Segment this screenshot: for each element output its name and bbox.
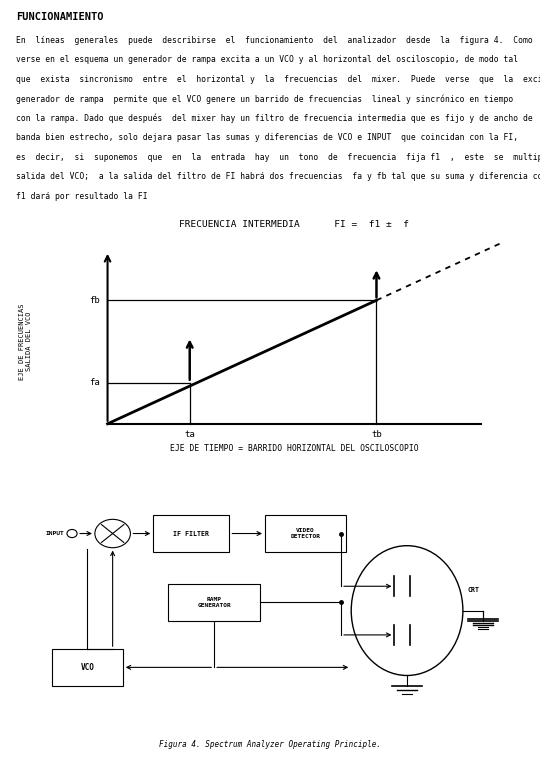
Bar <box>168 584 260 621</box>
Bar <box>153 516 230 551</box>
Bar <box>265 516 346 551</box>
Text: fa: fa <box>89 378 100 387</box>
Text: En  líneas  generales  puede  describirse  el  funcionamiento  del  analizador  : En líneas generales puede describirse el… <box>16 36 540 44</box>
Text: EJE DE FRECUENCIAS
SALIDA DEL VCO: EJE DE FRECUENCIAS SALIDA DEL VCO <box>19 303 32 380</box>
Circle shape <box>95 519 131 548</box>
Text: EJE DE TIEMPO = BARRIDO HORIZONTAL DEL OSCILOSCOPIO: EJE DE TIEMPO = BARRIDO HORIZONTAL DEL O… <box>170 444 418 452</box>
Text: CRT: CRT <box>468 587 480 594</box>
Text: IF FILTER: IF FILTER <box>173 530 210 537</box>
Text: tb: tb <box>371 431 382 439</box>
Bar <box>52 649 123 686</box>
Text: que  exista  sincronismo  entre  el  horizontal y  la  frecuencias  del  mixer. : que exista sincronismo entre el horizont… <box>16 75 540 84</box>
Text: f1 dará por resultado la FI: f1 dará por resultado la FI <box>16 192 148 200</box>
Text: salida del VCO;  a la salida del filtro de FI habrá dos frecuencias  fa y fb tal: salida del VCO; a la salida del filtro d… <box>16 172 540 181</box>
Text: verse en el esquema un generador de rampa excita a un VCO y al horizontal del os: verse en el esquema un generador de ramp… <box>16 55 518 64</box>
Ellipse shape <box>351 546 463 675</box>
Text: FUNCIONAMIENTO: FUNCIONAMIENTO <box>16 12 104 22</box>
Text: generador de rampa  permite que el VCO genere un barrido de frecuencias  lineal : generador de rampa permite que el VCO ge… <box>16 94 514 104</box>
Text: ta: ta <box>184 431 195 439</box>
Text: FRECUENCIA INTERMEDIA      FI =  f1 ±  f: FRECUENCIA INTERMEDIA FI = f1 ± f <box>179 221 409 229</box>
Text: VCO: VCO <box>80 663 94 672</box>
Text: con la rampa. Dado que después  del mixer hay un filtro de frecuencia intermedia: con la rampa. Dado que después del mixer… <box>16 114 533 123</box>
Text: banda bien estrecho, solo dejara pasar las sumas y diferencias de VCO e INPUT  q: banda bien estrecho, solo dejara pasar l… <box>16 133 518 142</box>
Text: es  decir,  si  suponemos  que  en  la  entrada  hay  un  tono  de  frecuencia  : es decir, si suponemos que en la entrada… <box>16 153 540 161</box>
Circle shape <box>67 530 77 537</box>
Text: VIDEO
DETECTOR: VIDEO DETECTOR <box>291 528 321 539</box>
Text: fb: fb <box>89 296 100 305</box>
Text: Figura 4. Spectrum Analyzer Operating Principle.: Figura 4. Spectrum Analyzer Operating Pr… <box>159 740 381 749</box>
Text: RAMP
GENERATOR: RAMP GENERATOR <box>197 597 231 608</box>
Text: INPUT: INPUT <box>46 531 64 536</box>
